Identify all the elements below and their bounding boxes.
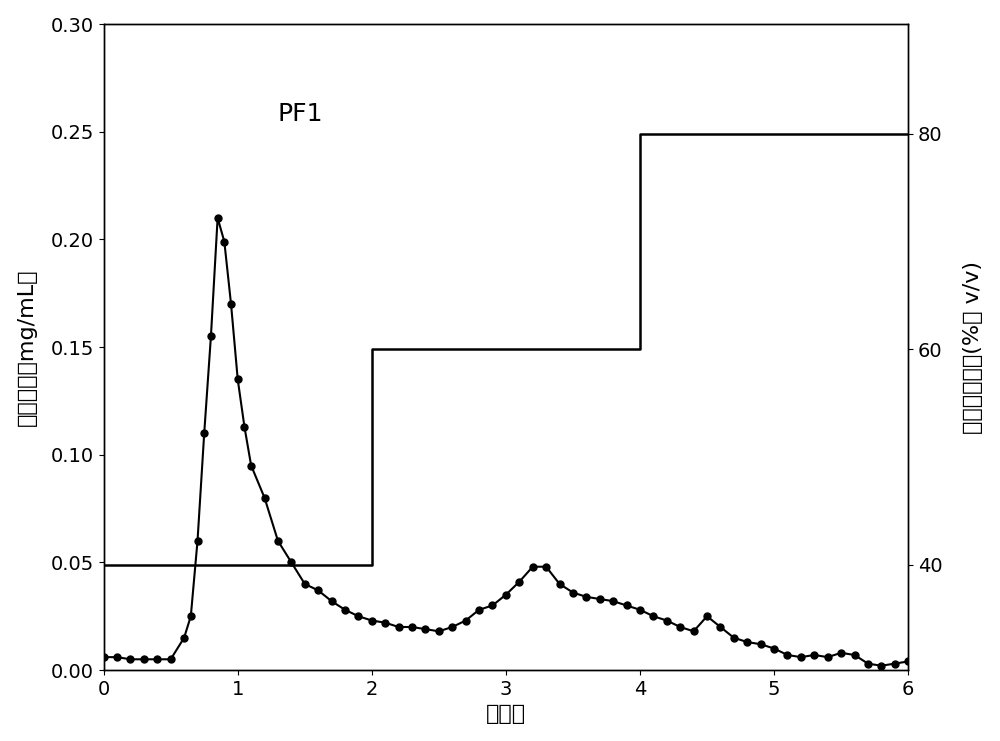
Y-axis label: 乙醇体积分数(%， v/v): 乙醇体积分数(%， v/v) xyxy=(963,261,983,433)
Text: PF1: PF1 xyxy=(278,102,323,126)
X-axis label: 柱体积: 柱体积 xyxy=(486,705,526,725)
Y-axis label: 总酔浓度（mg/mL）: 总酔浓度（mg/mL） xyxy=(17,268,37,426)
